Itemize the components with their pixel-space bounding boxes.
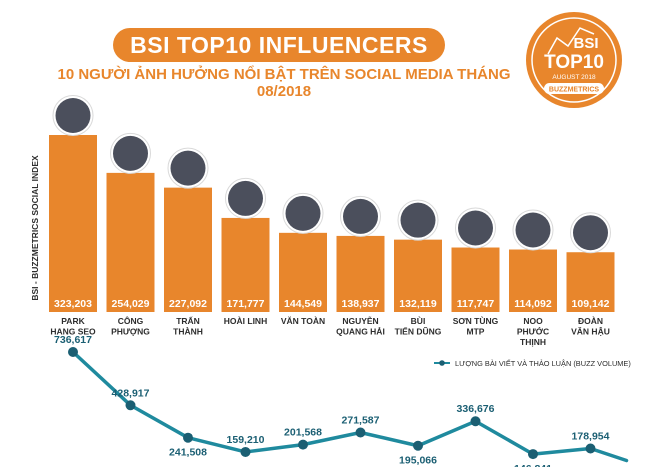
category-label: CÔNG [118, 315, 144, 326]
buzz-point [528, 449, 538, 460]
badge-inner [531, 17, 617, 103]
buzz-value-label: 201,568 [284, 427, 322, 439]
category-label: TRẤN [176, 316, 200, 326]
bar-value-label: 171,777 [227, 298, 265, 310]
avatar [400, 202, 436, 238]
buzz-point [68, 347, 78, 357]
category-label: NGUYỄN [342, 315, 378, 326]
bar-value-label: 144,549 [284, 298, 322, 310]
buzz-line [71, 350, 629, 463]
category-label: MTP [467, 327, 485, 337]
bar [394, 239, 442, 312]
category-label: BÙI [411, 315, 426, 326]
buzz-value-label: 336,676 [457, 403, 495, 415]
category-label: QUANG HẢI [336, 326, 385, 337]
legend-label: LƯỢNG BÀI VIẾT VÀ THẢO LUẬN (BUZZ VOLUME… [455, 358, 631, 368]
bar [451, 247, 500, 312]
buzz-point [125, 400, 136, 411]
category-label: PARK [61, 316, 85, 326]
category-label: SƠN TÙNG [453, 315, 499, 326]
bsi-top10-badge: BSI TOP10 AUGUST 2018 BUZZMETRICS [526, 12, 622, 108]
avatar [573, 215, 608, 251]
bar [566, 252, 615, 312]
bar-value-label: 227,092 [169, 298, 207, 310]
buzz-value-label: 736,617 [54, 334, 92, 346]
chart-title: BSI TOP10 INFLUENCERS [113, 28, 445, 62]
avatar [55, 98, 91, 133]
bar-value-label: 254,029 [112, 298, 150, 310]
bar [509, 249, 557, 312]
bar-value-label: 109,142 [572, 298, 610, 310]
bar [279, 232, 327, 312]
buzz-value-label: 195,066 [399, 455, 437, 467]
category-label: THỊNH [520, 337, 546, 347]
category-label: THÀNH [173, 327, 203, 337]
avatar [113, 135, 148, 171]
badge-brand-box [544, 83, 604, 94]
buzz-point [470, 416, 481, 427]
bar [49, 135, 97, 312]
bar [336, 235, 385, 312]
buzz-value-label: 241,508 [169, 447, 207, 459]
avatar [458, 210, 493, 246]
badge-line2: TOP10 [544, 52, 604, 73]
buzz-value-label: 178,954 [572, 431, 610, 443]
avatar [343, 198, 378, 234]
badge-line3: AUGUST 2018 [552, 74, 596, 81]
buzz-value-label: 159,210 [227, 434, 265, 446]
category-label: PHƯỚC [517, 326, 549, 337]
avatar [515, 212, 551, 248]
buzz-value-label: 428,917 [112, 387, 150, 399]
buzz-point [355, 427, 366, 438]
buzz-point [585, 443, 596, 454]
category-label: VĂN TOÀN [281, 316, 325, 326]
avatar [170, 150, 206, 186]
bar-value-label: 114,092 [514, 298, 552, 310]
badge-graph-icon [547, 27, 595, 55]
bar-value-label: 323,203 [54, 298, 92, 310]
chart-subtitle: 10 NGƯỜI ẢNH HƯỞNG NỔI BẬT TRÊN SOCIAL M… [57, 66, 511, 100]
buzz-point [413, 440, 423, 451]
badge-brand: BUZZMETRICS [549, 87, 599, 94]
bar-value-label: 117,747 [457, 298, 495, 310]
category-label: VĂN HẬU [571, 326, 610, 337]
buzz-value-label: 271,587 [342, 414, 380, 426]
legend: LƯỢNG BÀI VIẾT VÀ THẢO LUẬN (BUZZ VOLUME… [434, 358, 631, 368]
buzz-volume-series: 736,617 428,917 241,508 159,210 201,568 271,5… [54, 334, 629, 467]
buzz-point [240, 446, 251, 457]
category-label: ĐOÀN [578, 316, 603, 326]
category-label: HOÀI LINH [224, 316, 267, 326]
buzz-point [298, 439, 308, 450]
buzz-point [183, 432, 193, 443]
category-label: PHƯỢNG [111, 327, 150, 337]
badge-line1: BSI [573, 35, 598, 52]
bar [221, 217, 270, 312]
avatar [285, 195, 321, 231]
bar-value-label: 138,937 [342, 298, 380, 310]
legend-marker [439, 360, 445, 366]
bar-value-label: 132,119 [399, 298, 437, 310]
category-label: HANG SEO [50, 327, 96, 337]
category-label: TIẾN DŨNG [395, 327, 442, 337]
category-label: NOO [523, 316, 543, 326]
bar [106, 172, 155, 312]
avatar [228, 180, 263, 216]
buzz-value-label: 146,841 [514, 463, 552, 467]
y-axis-label: BSI - BUZZMETRICS SOCIAL INDEX [30, 155, 40, 301]
bar [164, 187, 212, 312]
